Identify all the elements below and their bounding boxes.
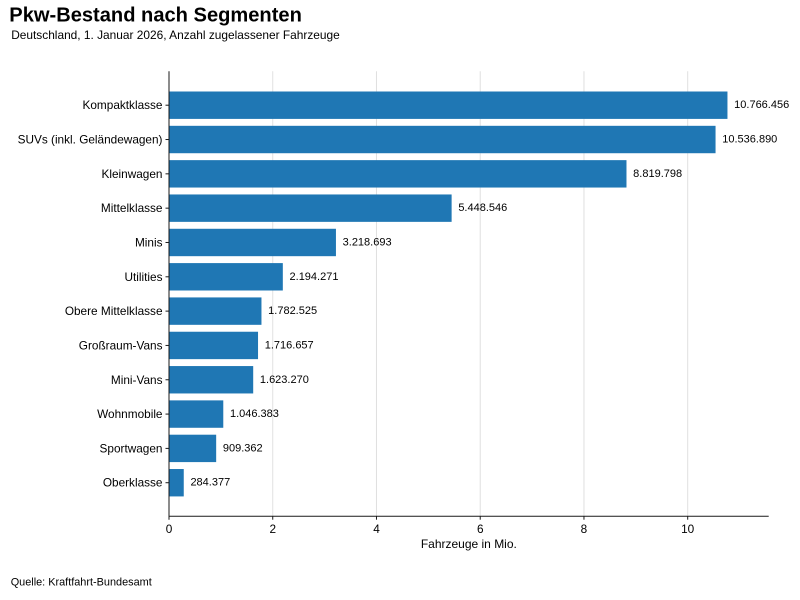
svg-text:Fahrzeuge in Mio.: Fahrzeuge in Mio. (421, 537, 517, 551)
svg-text:2.194.271: 2.194.271 (290, 271, 339, 283)
svg-text:Sportwagen: Sportwagen (100, 441, 163, 455)
svg-text:4: 4 (373, 522, 380, 536)
svg-text:Mittelklasse: Mittelklasse (101, 201, 163, 215)
svg-text:2: 2 (269, 522, 276, 536)
svg-text:Oberklasse: Oberklasse (103, 476, 163, 490)
svg-text:Mini-Vans: Mini-Vans (111, 373, 163, 387)
svg-text:284.377: 284.377 (190, 477, 230, 489)
svg-text:8: 8 (581, 522, 588, 536)
svg-text:1.716.657: 1.716.657 (265, 339, 314, 351)
svg-text:0: 0 (166, 522, 173, 536)
svg-text:Utilities: Utilities (124, 270, 162, 284)
svg-text:6: 6 (477, 522, 484, 536)
svg-text:Großraum-Vans: Großraum-Vans (79, 338, 163, 352)
svg-text:Deutschland, 1. Januar 2026, A: Deutschland, 1. Januar 2026, Anzahl zuge… (11, 28, 340, 42)
svg-text:1.782.525: 1.782.525 (268, 305, 317, 317)
svg-text:Wohnmobile: Wohnmobile (97, 407, 163, 421)
svg-text:Kleinwagen: Kleinwagen (102, 167, 163, 181)
svg-text:10.766.456: 10.766.456 (734, 99, 789, 111)
svg-text:1.046.383: 1.046.383 (230, 408, 279, 420)
svg-text:10: 10 (681, 522, 695, 536)
svg-text:Obere Mittelklasse: Obere Mittelklasse (65, 304, 163, 318)
svg-text:Minis: Minis (135, 235, 163, 249)
svg-text:5.448.546: 5.448.546 (458, 202, 507, 214)
svg-text:8.819.798: 8.819.798 (633, 168, 682, 180)
svg-text:SUVs (inkl. Geländewagen): SUVs (inkl. Geländewagen) (18, 133, 163, 147)
svg-text:Pkw-Bestand nach Segmenten: Pkw-Bestand nach Segmenten (9, 5, 302, 27)
svg-text:909.362: 909.362 (223, 442, 263, 454)
svg-text:10.536.890: 10.536.890 (722, 134, 777, 146)
svg-text:1.623.270: 1.623.270 (260, 374, 309, 386)
svg-text:3.218.693: 3.218.693 (343, 236, 392, 248)
svg-text:Kompaktklasse: Kompaktklasse (83, 98, 163, 112)
svg-text:Quelle: Kraftfahrt-Bundesamt: Quelle: Kraftfahrt-Bundesamt (11, 577, 152, 589)
